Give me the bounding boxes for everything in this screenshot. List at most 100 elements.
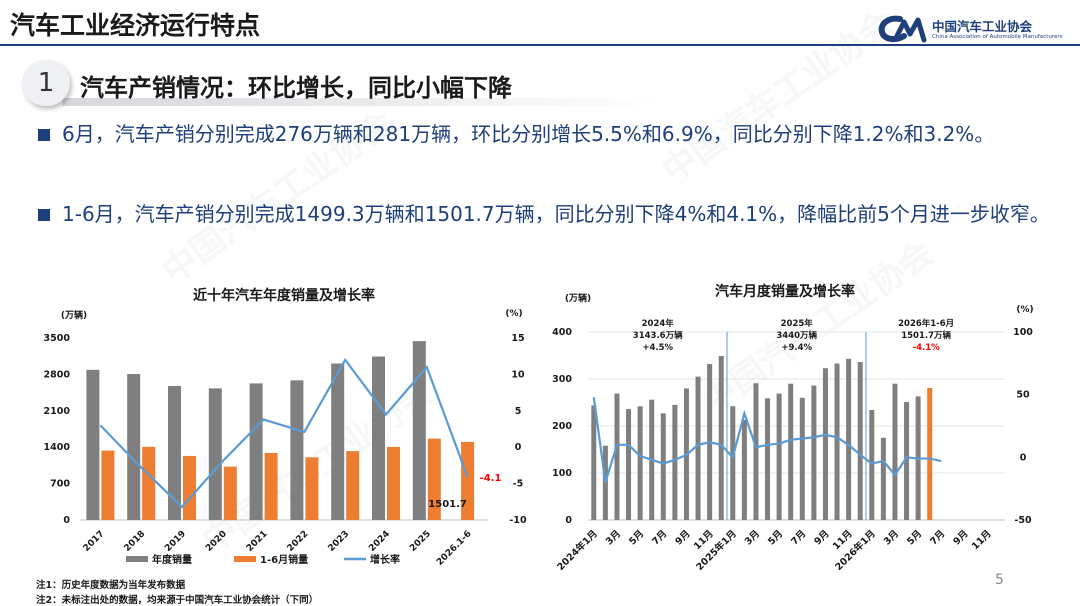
line-growth-rate	[592, 397, 942, 483]
logo-text-en: China Association of Automobile Manufact…	[932, 34, 1063, 40]
bar-h1-sales	[183, 455, 196, 520]
data-label-sales: 1501.7	[428, 499, 467, 510]
bar-h1-sales	[223, 466, 237, 520]
bar-monthly-sales	[811, 385, 817, 520]
bar-monthly-sales	[660, 413, 666, 520]
bullet-square-icon	[38, 209, 50, 221]
y2-axis-unit: (%)	[505, 309, 522, 319]
x-tick-label: 9月	[812, 528, 831, 547]
bar-monthly-sales	[892, 383, 898, 520]
bar-monthly-sales	[880, 437, 886, 520]
bar-monthly-sales	[626, 409, 632, 520]
bar-annual-sales	[412, 341, 426, 520]
bar-monthly-sales	[672, 404, 678, 520]
section-number: 1	[22, 60, 70, 106]
x-tick-label: 2024年1月	[555, 528, 600, 570]
bar-monthly-sales	[602, 445, 608, 520]
annotation-label: 2025年	[781, 318, 814, 329]
x-tick-label: 5月	[905, 528, 924, 547]
legend-label: 年度销量	[152, 553, 192, 566]
y-tick-label: 1400	[44, 442, 71, 453]
y-tick-label: 200	[552, 421, 572, 432]
x-tick-label: 9月	[673, 528, 692, 547]
y2-tick-label: 100	[1013, 327, 1033, 338]
annotation-value: 3143.6万辆	[633, 330, 683, 341]
chart-title: 近十年汽车年度销量及增长率	[193, 287, 375, 304]
bullet-item: 1-6月，汽车产销分别完成1499.3万辆和1501.7万辆，同比分别下降4%和…	[38, 198, 1053, 231]
bar-annual-sales	[249, 383, 263, 520]
annotation-label: 2024年	[642, 318, 675, 329]
annotation-growth: +4.5%	[642, 343, 673, 353]
y-tick-label: 2800	[44, 369, 71, 380]
bar-monthly-sales	[822, 368, 828, 520]
x-tick-label: 2025	[408, 529, 433, 554]
bar-monthly-sales	[927, 387, 933, 520]
bar-h1-sales	[346, 451, 360, 520]
legend-label: 1-6月销量	[260, 553, 308, 566]
bar-annual-sales	[331, 363, 345, 520]
bar-annual-sales	[86, 369, 100, 520]
y2-tick-label: -10	[509, 515, 527, 526]
y-tick-label: 0	[63, 515, 70, 526]
bar-monthly-sales	[614, 393, 620, 520]
bar-annual-sales	[208, 388, 222, 520]
bullet-square-icon	[38, 129, 50, 141]
legend-swatch	[126, 556, 148, 562]
bar-h1-sales	[427, 438, 441, 520]
bar-monthly-sales	[834, 363, 840, 520]
x-tick-label: 9月	[951, 528, 970, 547]
legend-swatch	[234, 556, 256, 562]
bar-monthly-sales	[776, 393, 782, 520]
bar-monthly-sales	[753, 383, 759, 520]
header-divider	[0, 44, 1080, 46]
bar-monthly-sales	[741, 419, 747, 520]
bar-monthly-sales	[730, 406, 736, 520]
x-tick-label: 2019	[163, 529, 188, 554]
monthly-sales-chart: 汽车月度销量及增长率 (万辆) (%) 0 100 200 300 400 -50 0 50 100 2…	[545, 280, 1065, 573]
bar-monthly-sales	[857, 362, 863, 520]
bar-h1-sales	[461, 441, 475, 520]
x-tick-label: 2026.1-6	[435, 529, 474, 568]
bar-annual-sales	[168, 385, 181, 520]
y-axis-unit: (万辆)	[61, 309, 87, 321]
x-tick-label: 2022	[286, 529, 311, 554]
bar-monthly-sales	[869, 410, 875, 520]
y2-tick-label: 0	[1020, 452, 1027, 463]
y-tick-label: 100	[552, 468, 572, 479]
bar-h1-sales	[142, 446, 156, 520]
bar-monthly-sales	[788, 383, 794, 520]
x-tick-label: 7月	[928, 528, 947, 547]
y-tick-label: 3500	[44, 333, 71, 344]
x-tick-label: 5月	[766, 528, 785, 547]
x-tick-label: 2021	[245, 529, 270, 554]
x-tick-label: 3月	[743, 528, 762, 547]
bar-monthly-sales	[904, 402, 910, 520]
y2-tick-label: -5	[513, 479, 524, 490]
x-tick-label: 11月	[970, 528, 994, 552]
y-axis-unit: (万辆)	[565, 292, 591, 304]
annotation-label: 2026年1-6月	[898, 318, 954, 329]
bar-annual-sales	[290, 380, 304, 520]
y-tick-label: 0	[565, 515, 572, 526]
bar-h1-sales	[387, 446, 400, 520]
annual-sales-chart-svg: 近十年汽车年度销量及增长率 (万辆) (%) 0 700 1400 2100 2800 3500…	[44, 287, 527, 568]
x-tick-label: 2018	[123, 529, 148, 554]
annotation-growth: +9.4%	[781, 343, 812, 353]
y2-tick-label: 10	[511, 369, 525, 380]
chart-title: 汽车月度销量及增长率	[715, 283, 855, 300]
bar-monthly-sales	[718, 355, 724, 520]
page-title: 汽车工业经济运行特点	[10, 11, 261, 40]
footnote-2: 注2：未标注出处的数据，均来源于中国汽车工业协会统计（下同）	[36, 595, 319, 606]
bar-monthly-sales	[799, 397, 805, 520]
x-tick-label: 2020	[204, 529, 229, 554]
caam-logo-icon	[878, 15, 927, 43]
x-tick-label: 7月	[789, 528, 808, 547]
x-tick-label: 7月	[650, 528, 669, 547]
bar-h1-sales	[264, 452, 278, 520]
data-label-growth: -4.1	[480, 473, 502, 484]
y2-tick-label: -50	[1014, 515, 1032, 526]
bar-h1-sales	[101, 450, 115, 520]
y2-tick-label: 15	[511, 333, 524, 344]
y-tick-label: 2100	[44, 406, 71, 417]
section-heading: 1 汽车产销情况：环比增长，同比小幅下降	[22, 60, 1042, 110]
